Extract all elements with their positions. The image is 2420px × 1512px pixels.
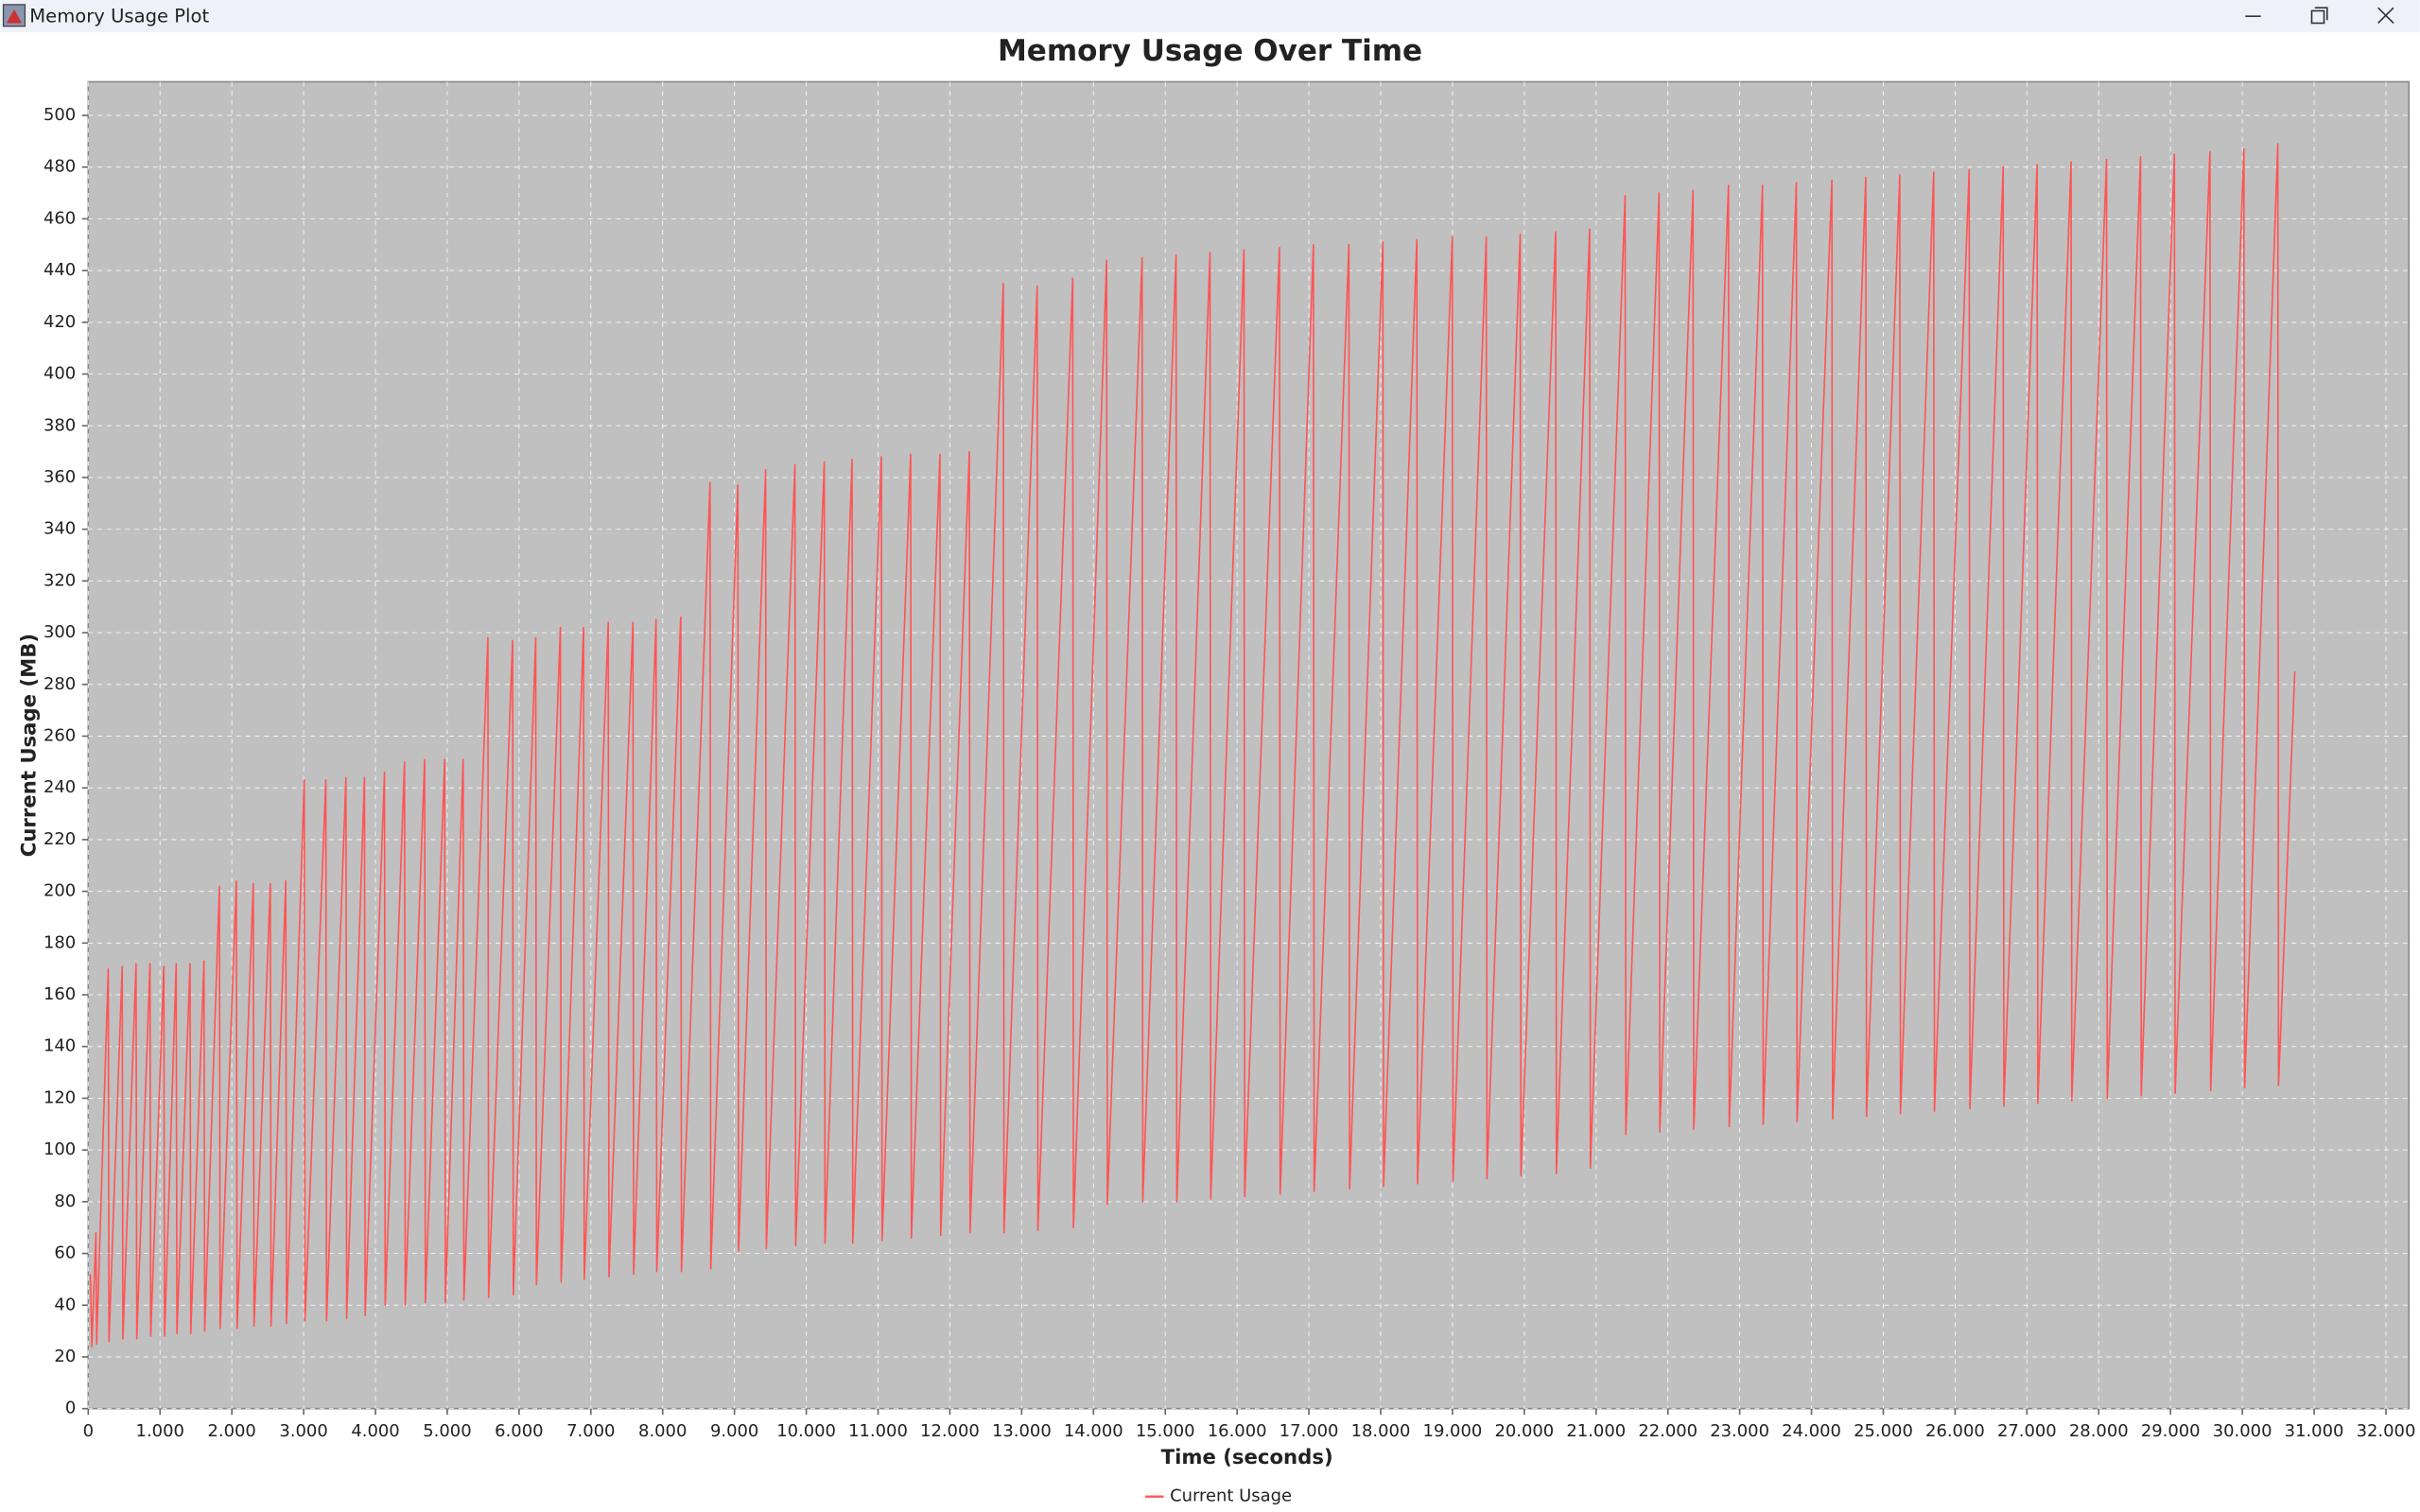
x-tick-label: 27.000 <box>1997 1421 2057 1441</box>
x-tick-label: 19.000 <box>1423 1421 1483 1441</box>
y-tick-label: 140 <box>44 1036 76 1056</box>
y-tick-label: 460 <box>44 208 76 228</box>
y-tick-label: 440 <box>44 260 76 280</box>
x-tick-label: 7.000 <box>566 1421 615 1441</box>
x-tick-label: 26.000 <box>1925 1421 1985 1441</box>
x-tick-label: 3.000 <box>279 1421 327 1441</box>
x-tick-label: 29.000 <box>2141 1421 2201 1441</box>
x-tick-label: 4.000 <box>351 1421 399 1441</box>
y-tick-label: 0 <box>65 1399 76 1418</box>
x-axis-label: Time (seconds) <box>1161 1446 1333 1469</box>
restore-button[interactable] <box>2310 7 2328 25</box>
y-tick-label: 100 <box>44 1139 76 1159</box>
x-tick-label: 10.000 <box>776 1421 836 1441</box>
legend-label: Current Usage <box>1170 1486 1292 1506</box>
title-bar <box>0 0 2420 33</box>
y-tick-label: 320 <box>44 570 76 590</box>
y-tick-label: 360 <box>44 467 76 487</box>
x-tick-label: 22.000 <box>1638 1421 1697 1441</box>
x-tick-label: 12.000 <box>920 1421 980 1441</box>
y-tick-label: 380 <box>44 415 76 435</box>
x-tick-label: 28.000 <box>2069 1421 2129 1441</box>
x-tick-label: 24.000 <box>1782 1421 1841 1441</box>
data-line <box>89 143 2296 1347</box>
x-tick-label: 5.000 <box>423 1421 471 1441</box>
y-tick-label: 240 <box>44 777 76 797</box>
close-button[interactable] <box>2377 7 2394 25</box>
y-tick-label: 200 <box>44 881 76 901</box>
y-tick-label: 500 <box>44 105 76 125</box>
x-tick-label: 25.000 <box>1854 1421 1913 1441</box>
x-tick-label: 11.000 <box>848 1421 908 1441</box>
x-tick-label: 21.000 <box>1566 1421 1626 1441</box>
x-tick-label: 18.000 <box>1351 1421 1411 1441</box>
y-tick-label: 220 <box>44 829 76 849</box>
x-tick-label: 6.000 <box>495 1421 543 1441</box>
x-tick-label: 30.000 <box>2213 1421 2272 1441</box>
plot-area <box>87 80 2411 1410</box>
x-tick-label: 23.000 <box>1710 1421 1769 1441</box>
y-tick-label: 280 <box>44 674 76 694</box>
x-tick-label: 17.000 <box>1280 1421 1339 1441</box>
window-title: Memory Usage Plot <box>29 5 209 26</box>
app-icon <box>2 4 26 27</box>
x-tick-label: 0 <box>83 1421 94 1441</box>
x-tick-label: 32.000 <box>2357 1421 2416 1441</box>
y-tick-label: 120 <box>44 1087 76 1107</box>
x-tick-label: 16.000 <box>1208 1421 1267 1441</box>
y-tick-label: 160 <box>44 984 76 1004</box>
x-tick-label: 8.000 <box>638 1421 687 1441</box>
chart-title: Memory Usage Over Time <box>998 34 1422 68</box>
x-tick-label: 14.000 <box>1064 1421 1123 1441</box>
x-tick-label: 2.000 <box>207 1421 255 1441</box>
y-axis-label: Current Usage (MB) <box>17 634 41 857</box>
x-tick-label: 15.000 <box>1136 1421 1195 1441</box>
x-tick-label: 13.000 <box>992 1421 1052 1441</box>
y-tick-label: 420 <box>44 312 76 332</box>
x-tick-label: 9.000 <box>710 1421 758 1441</box>
y-tick-label: 340 <box>44 519 76 539</box>
y-tick-label: 180 <box>44 932 76 952</box>
y-tick-label: 260 <box>44 726 76 746</box>
x-tick-label: 31.000 <box>2285 1421 2344 1441</box>
x-tick-label: 20.000 <box>1494 1421 1554 1441</box>
y-tick-label: 400 <box>44 364 76 384</box>
y-tick-label: 20 <box>54 1347 76 1366</box>
y-tick-label: 60 <box>54 1243 76 1263</box>
y-tick-label: 40 <box>54 1295 76 1314</box>
y-tick-label: 480 <box>44 157 76 177</box>
y-tick-label: 300 <box>44 622 76 642</box>
x-tick-label: 1.000 <box>136 1421 184 1441</box>
y-tick-label: 80 <box>54 1191 76 1211</box>
